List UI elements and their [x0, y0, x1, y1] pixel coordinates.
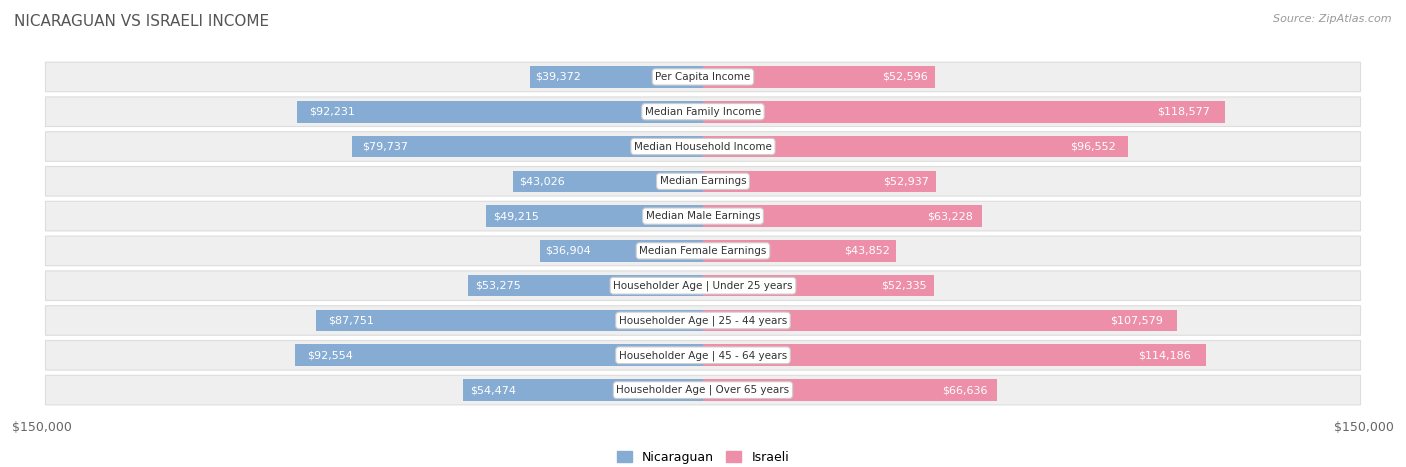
Bar — [352, 136, 703, 157]
Text: Householder Age | 25 - 44 years: Householder Age | 25 - 44 years — [619, 315, 787, 326]
Legend: Nicaraguan, Israeli: Nicaraguan, Israeli — [612, 446, 794, 467]
Text: $53,275: $53,275 — [475, 281, 522, 290]
Text: $79,737: $79,737 — [363, 142, 408, 151]
Text: $43,026: $43,026 — [519, 177, 565, 186]
Text: $92,231: $92,231 — [309, 107, 354, 117]
Bar — [297, 101, 703, 122]
Text: $49,215: $49,215 — [492, 211, 538, 221]
Text: Median Earnings: Median Earnings — [659, 177, 747, 186]
Text: $87,751: $87,751 — [328, 316, 374, 325]
Text: $54,474: $54,474 — [470, 385, 516, 395]
FancyBboxPatch shape — [45, 167, 1361, 196]
Bar — [703, 170, 936, 192]
Text: $63,228: $63,228 — [928, 211, 973, 221]
Text: $92,554: $92,554 — [308, 350, 353, 360]
Bar — [703, 345, 1206, 366]
Bar — [513, 170, 703, 192]
Bar — [463, 379, 703, 401]
Text: Per Capita Income: Per Capita Income — [655, 72, 751, 82]
FancyBboxPatch shape — [45, 340, 1361, 370]
Text: Median Female Earnings: Median Female Earnings — [640, 246, 766, 256]
Text: Median Family Income: Median Family Income — [645, 107, 761, 117]
FancyBboxPatch shape — [45, 97, 1361, 127]
Text: $52,937: $52,937 — [883, 177, 929, 186]
Text: $39,372: $39,372 — [534, 72, 581, 82]
FancyBboxPatch shape — [45, 201, 1361, 231]
FancyBboxPatch shape — [45, 306, 1361, 335]
FancyBboxPatch shape — [45, 271, 1361, 300]
Bar — [703, 101, 1226, 122]
Text: $43,852: $43,852 — [845, 246, 890, 256]
Text: $118,577: $118,577 — [1157, 107, 1209, 117]
Bar — [530, 66, 703, 88]
Bar — [703, 66, 935, 88]
FancyBboxPatch shape — [45, 375, 1361, 405]
FancyBboxPatch shape — [45, 236, 1361, 266]
Text: NICARAGUAN VS ISRAELI INCOME: NICARAGUAN VS ISRAELI INCOME — [14, 14, 269, 29]
FancyBboxPatch shape — [45, 62, 1361, 92]
Bar — [540, 240, 703, 262]
Bar — [703, 205, 981, 227]
Bar — [316, 310, 703, 331]
Text: Householder Age | 45 - 64 years: Householder Age | 45 - 64 years — [619, 350, 787, 361]
Text: $52,335: $52,335 — [882, 281, 927, 290]
Text: $96,552: $96,552 — [1070, 142, 1115, 151]
Text: Source: ZipAtlas.com: Source: ZipAtlas.com — [1274, 14, 1392, 24]
Text: $36,904: $36,904 — [546, 246, 591, 256]
Text: Median Household Income: Median Household Income — [634, 142, 772, 151]
Text: $107,579: $107,579 — [1109, 316, 1163, 325]
FancyBboxPatch shape — [45, 132, 1361, 161]
Text: $52,596: $52,596 — [882, 72, 928, 82]
Text: Householder Age | Over 65 years: Householder Age | Over 65 years — [616, 385, 790, 396]
Bar — [295, 345, 703, 366]
Bar — [468, 275, 703, 297]
Text: $114,186: $114,186 — [1139, 350, 1191, 360]
Bar — [703, 240, 896, 262]
Bar — [703, 379, 997, 401]
Text: $66,636: $66,636 — [942, 385, 988, 395]
Text: Median Male Earnings: Median Male Earnings — [645, 211, 761, 221]
Bar — [703, 275, 934, 297]
Bar — [703, 136, 1129, 157]
Bar — [486, 205, 703, 227]
Text: Householder Age | Under 25 years: Householder Age | Under 25 years — [613, 281, 793, 291]
Bar — [703, 310, 1177, 331]
